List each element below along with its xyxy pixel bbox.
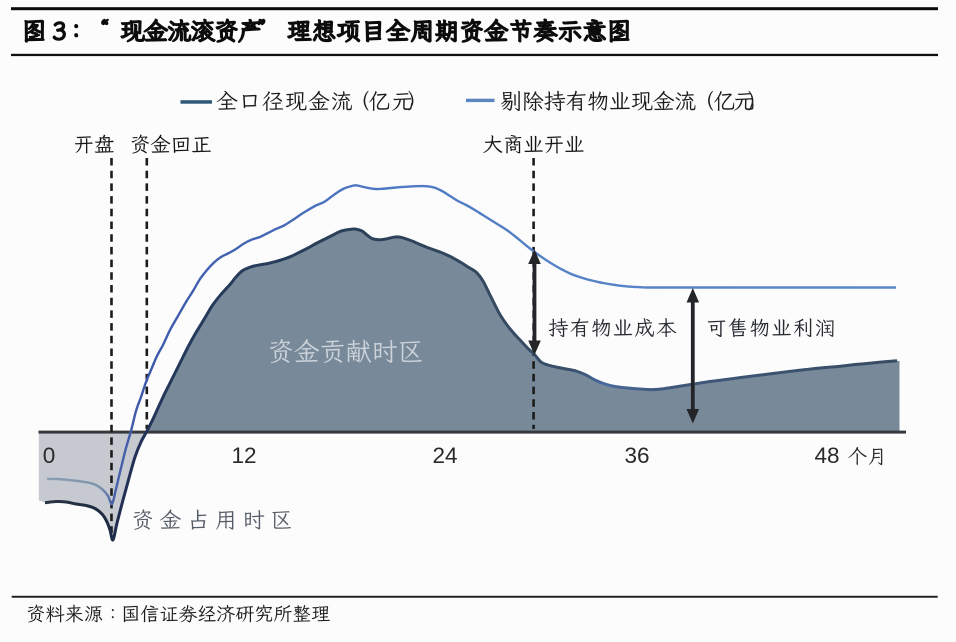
svg-text:36: 36 [624, 443, 649, 468]
svg-text:12: 12 [231, 443, 256, 468]
svg-text:0: 0 [43, 443, 56, 468]
svg-text:48: 48 [814, 443, 839, 468]
svg-text:24: 24 [432, 443, 457, 468]
